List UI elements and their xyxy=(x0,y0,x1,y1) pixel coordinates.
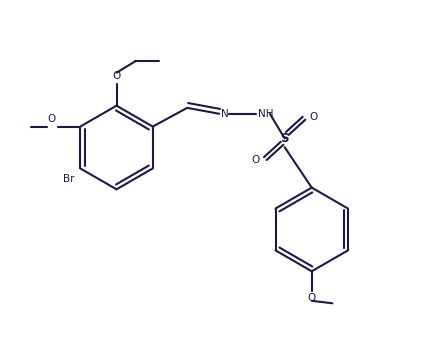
Text: O: O xyxy=(309,112,317,122)
Text: N: N xyxy=(221,109,228,119)
Text: Br: Br xyxy=(63,174,74,184)
Text: S: S xyxy=(280,132,289,145)
Text: O: O xyxy=(112,71,121,81)
Text: NH: NH xyxy=(258,109,273,119)
Text: O: O xyxy=(308,293,316,303)
Text: O: O xyxy=(252,155,260,165)
Text: O: O xyxy=(48,114,56,124)
